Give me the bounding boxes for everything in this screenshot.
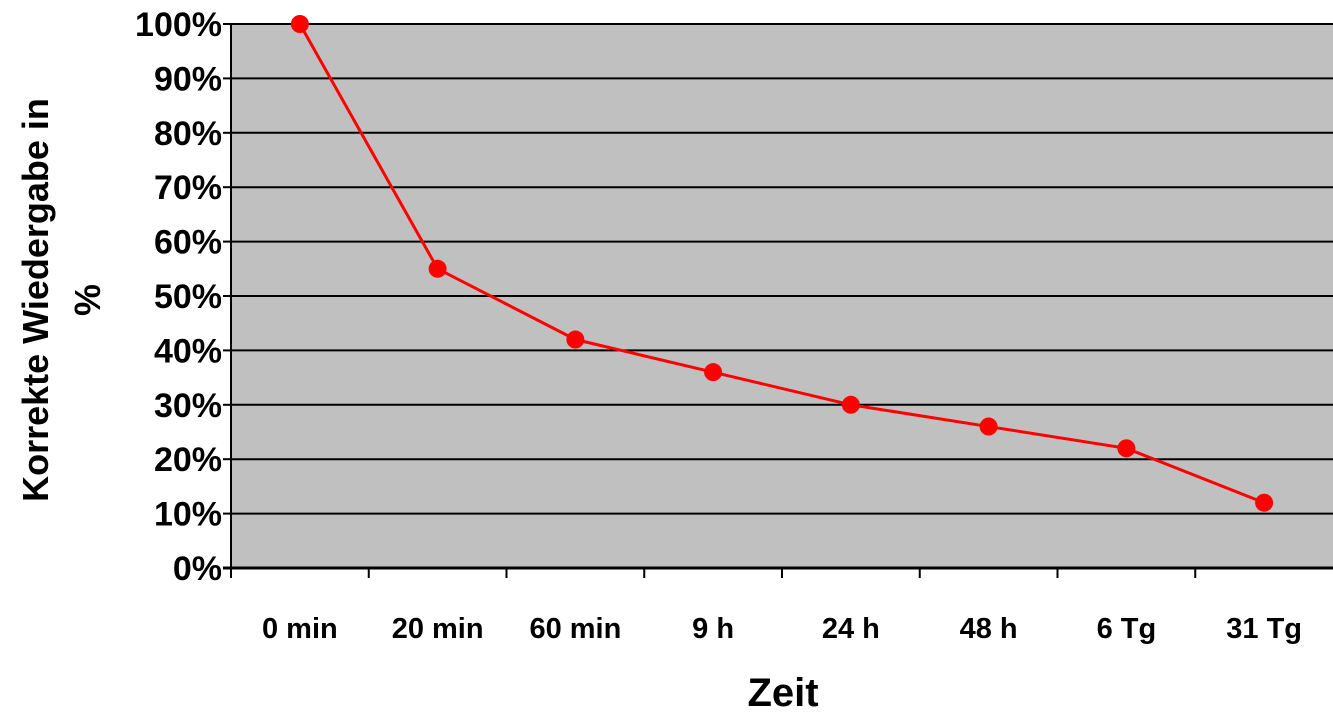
- x-axis-label: Zeit: [747, 671, 818, 715]
- data-point: [428, 259, 447, 278]
- data-point: [841, 395, 860, 414]
- data-point: [566, 330, 585, 349]
- axes: [223, 23, 1333, 578]
- series-line: [298, 23, 1265, 505]
- x-tick-label: 6 Tg: [1097, 613, 1157, 645]
- data-point: [290, 15, 309, 33]
- x-tick-label: 31 Tg: [1226, 613, 1302, 645]
- y-axis-label: Korrekte Wiedergabe in%: [15, 98, 108, 502]
- y-tick-label: 20%: [154, 441, 222, 479]
- y-tick-label: 0%: [173, 550, 222, 588]
- x-axis-tick-labels: 0 min 20 min 60 min 9 h 24 h 48 h 6 Tg 31 Tg: [262, 613, 1302, 645]
- x-tick-label: 9 h: [692, 613, 734, 645]
- x-tick-label: 20 min: [392, 613, 484, 645]
- data-point: [979, 417, 998, 436]
- x-tick-label: 0 min: [262, 613, 338, 645]
- y-axis-tick-labels: 0% 10% 20% 30% 40% 50% 60% 70% 80% 90% 100%: [135, 6, 222, 588]
- y-tick-label: 10%: [154, 496, 222, 534]
- gridlines: [231, 23, 1333, 515]
- y-tick-label: 80%: [154, 115, 222, 153]
- x-tick-label: 24 h: [822, 613, 880, 645]
- data-point: [1117, 439, 1136, 458]
- data-point: [1255, 493, 1274, 512]
- y-tick-label: 100%: [135, 6, 222, 44]
- data-point: [704, 363, 723, 382]
- y-tick-label: 70%: [154, 169, 222, 207]
- x-tick-label: 60 min: [529, 613, 621, 645]
- y-axis-label-line: %: [67, 284, 108, 316]
- y-tick-label: 60%: [154, 224, 222, 262]
- y-tick-label: 90%: [154, 60, 222, 98]
- data-points: [290, 15, 1274, 512]
- y-tick-label: 40%: [154, 332, 222, 370]
- x-tick-label: 48 h: [960, 613, 1018, 645]
- y-tick-label: 30%: [154, 387, 222, 425]
- y-tick-label: 50%: [154, 278, 222, 316]
- y-axis-label-line: Korrekte Wiedergabe in: [15, 98, 56, 502]
